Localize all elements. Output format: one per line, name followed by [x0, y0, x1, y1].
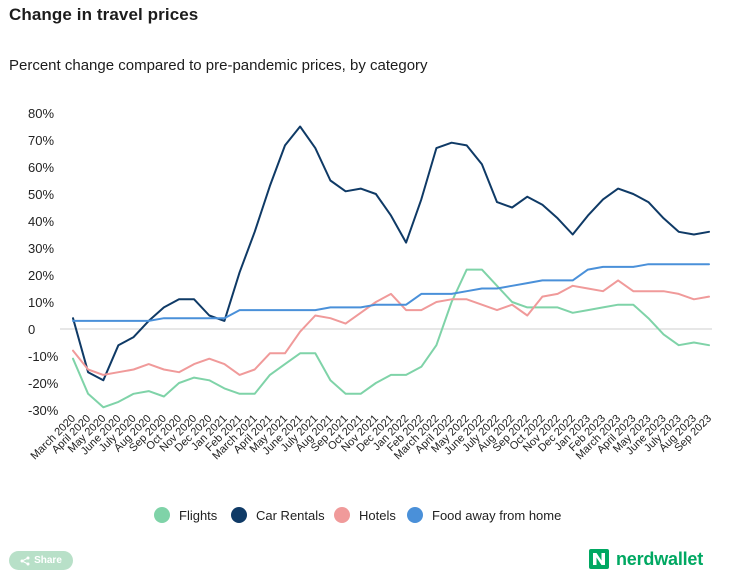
chart-subtitle: Percent change compared to pre-pandemic …	[9, 57, 428, 74]
series-line-flights	[72, 268, 710, 409]
legend-item-hotels[interactable]: Hotels	[334, 507, 396, 523]
share-button[interactable]: Share	[9, 551, 73, 570]
legend-label: Food away from home	[432, 508, 561, 523]
legend-swatch	[334, 507, 350, 523]
brand-logo[interactable]: nerdwallet	[588, 548, 703, 570]
series-lines	[72, 125, 710, 409]
legend: Flights Car Rentals Hotels Food away from h…	[154, 507, 561, 523]
brand-name: nerdwallet	[616, 548, 704, 569]
chart-title: Change in travel prices	[9, 5, 199, 24]
share-label: Share	[34, 555, 62, 566]
legend-item-food-away-from-home[interactable]: Food away from home	[407, 507, 561, 523]
y-tick-label: 70%	[28, 133, 54, 148]
y-tick-label: 0	[28, 322, 35, 337]
line-chart: 80% 70% 60% 50% 40% 30% 20% 10% 0 -10% -20% -30% Ma…	[28, 106, 715, 523]
y-tick-label: 80%	[28, 106, 54, 121]
legend-item-car-rentals[interactable]: Car Rentals	[231, 507, 325, 523]
y-tick-label: 30%	[28, 241, 54, 256]
legend-swatch	[154, 507, 170, 523]
series-line-food-away-from-home	[72, 263, 710, 322]
y-axis-ticks: 80% 70% 60% 50% 40% 30% 20% 10% 0 -10% -20% -30%	[28, 106, 59, 418]
legend-label: Flights	[179, 508, 218, 523]
legend-label: Car Rentals	[256, 508, 325, 523]
legend-label: Hotels	[359, 508, 396, 523]
y-tick-label: 60%	[28, 160, 54, 175]
y-tick-label: 50%	[28, 187, 54, 202]
share-icon	[20, 556, 30, 565]
y-tick-label: -20%	[28, 376, 59, 391]
y-tick-label: 40%	[28, 214, 54, 229]
y-tick-label: -30%	[28, 403, 59, 418]
nerdwallet-logo-icon	[589, 549, 609, 569]
y-tick-label: -10%	[28, 349, 59, 364]
legend-swatch	[231, 507, 247, 523]
y-tick-label: 20%	[28, 268, 54, 283]
legend-item-flights[interactable]: Flights	[154, 507, 218, 523]
legend-swatch	[407, 507, 423, 523]
series-line-car-rentals	[72, 125, 710, 382]
series-line-hotels	[72, 279, 710, 376]
y-tick-label: 10%	[28, 295, 54, 310]
